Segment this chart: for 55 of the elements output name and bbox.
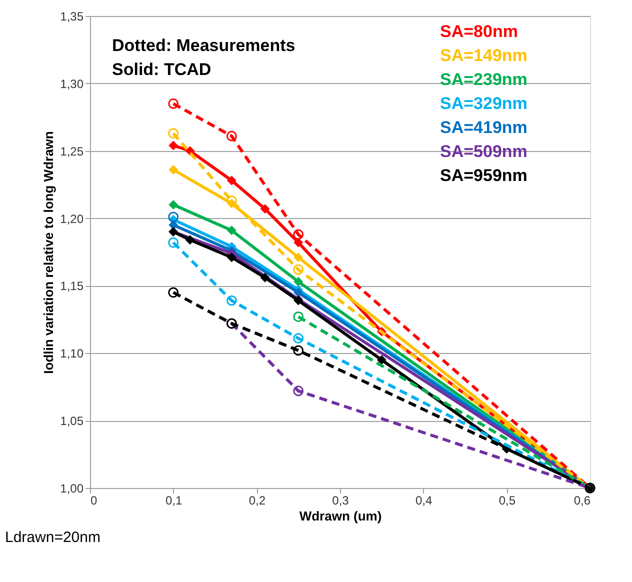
point bbox=[226, 176, 236, 186]
y-tick-label: 1,10 bbox=[60, 346, 84, 361]
y-tick-label: 1,05 bbox=[60, 414, 84, 428]
point bbox=[226, 226, 236, 236]
y-tick-label: 1,35 bbox=[60, 10, 84, 24]
point bbox=[260, 272, 270, 282]
x-tick-label: 0 bbox=[90, 494, 98, 508]
point bbox=[294, 252, 304, 262]
point bbox=[293, 333, 304, 344]
point bbox=[293, 264, 304, 275]
point bbox=[293, 345, 304, 356]
text: Ldrawn=20nm bbox=[5, 529, 100, 546]
x-tick-label: 0,2 bbox=[248, 494, 266, 508]
text: SA=80nm bbox=[440, 22, 518, 41]
point bbox=[168, 237, 179, 248]
point bbox=[293, 312, 304, 322]
x-tick-label: 0,5 bbox=[498, 494, 516, 508]
point bbox=[168, 98, 179, 109]
x-tick-label: 0,6 bbox=[574, 494, 591, 508]
point bbox=[168, 212, 179, 222]
text: SA=149nm bbox=[440, 46, 528, 65]
point bbox=[294, 288, 304, 298]
y-tick-label: 1,30 bbox=[60, 76, 84, 91]
text: SA=509nm bbox=[440, 142, 528, 161]
point bbox=[168, 200, 178, 210]
point bbox=[226, 295, 237, 306]
x-axis-title: Wdrawn (um) bbox=[299, 508, 382, 524]
text: SA=959nm bbox=[440, 166, 528, 185]
point bbox=[293, 229, 304, 240]
y-tick-label: 1,25 bbox=[60, 144, 84, 158]
text: SA=239nm bbox=[440, 70, 528, 89]
point bbox=[294, 276, 304, 286]
point bbox=[168, 287, 179, 298]
text: SA=419nm bbox=[440, 118, 528, 137]
point bbox=[226, 252, 236, 262]
point bbox=[376, 355, 386, 365]
x-tick-label: 0,4 bbox=[415, 494, 432, 508]
point bbox=[226, 196, 237, 206]
y-tick-label: 1,15 bbox=[60, 279, 84, 294]
point bbox=[185, 235, 195, 245]
y-tick-label: 1,20 bbox=[60, 212, 84, 226]
y-tick-label: 1,00 bbox=[60, 482, 84, 496]
point bbox=[226, 130, 237, 142]
annotation: Dotted: Measurements bbox=[112, 36, 296, 55]
annotation: Solid: TCAD bbox=[112, 60, 212, 79]
x-tick-label: 0,3 bbox=[332, 494, 350, 508]
x-tick-label: 0,1 bbox=[165, 494, 182, 508]
point bbox=[168, 164, 178, 174]
point bbox=[168, 128, 179, 139]
y-axis-title: Iodlin variation relative to long Wdrawn bbox=[41, 131, 56, 374]
text: SA=329nm bbox=[440, 94, 528, 113]
point bbox=[294, 238, 304, 248]
point bbox=[168, 140, 178, 150]
point bbox=[260, 204, 270, 214]
point bbox=[293, 386, 304, 396]
